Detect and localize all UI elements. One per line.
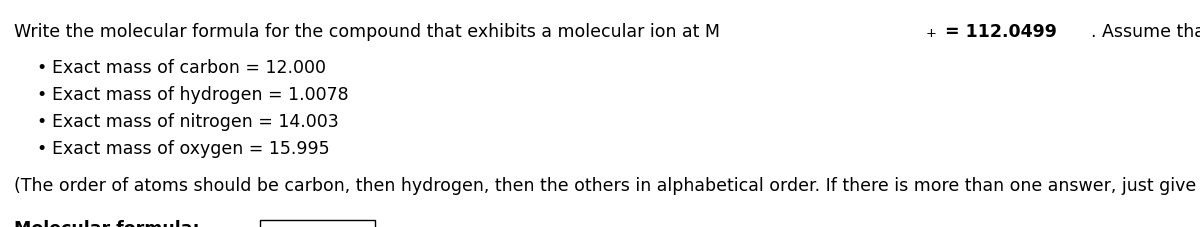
- Text: •: •: [36, 113, 47, 131]
- Text: = 112.0499: = 112.0499: [940, 23, 1057, 41]
- Text: Exact mass of oxygen = 15.995: Exact mass of oxygen = 15.995: [52, 140, 329, 158]
- Text: Exact mass of carbon = 12.000: Exact mass of carbon = 12.000: [52, 59, 325, 77]
- Text: Exact mass of nitrogen = 14.003: Exact mass of nitrogen = 14.003: [52, 113, 338, 131]
- Text: +: +: [925, 27, 936, 40]
- Text: Exact mass of hydrogen = 1.0078: Exact mass of hydrogen = 1.0078: [52, 86, 348, 104]
- Text: •: •: [36, 140, 47, 158]
- Text: Molecular formula:: Molecular formula:: [14, 220, 200, 227]
- Text: (The order of atoms should be carbon, then hydrogen, then the others in alphabet: (The order of atoms should be carbon, th…: [14, 177, 1200, 195]
- Text: . Assume that C, H, N, and O might be present, and use the exact masses below:: . Assume that C, H, N, and O might be pr…: [1092, 23, 1200, 41]
- Text: Write the molecular formula for the compound that exhibits a molecular ion at M: Write the molecular formula for the comp…: [14, 23, 720, 41]
- FancyBboxPatch shape: [260, 220, 374, 227]
- Text: •: •: [36, 86, 47, 104]
- Text: •: •: [36, 59, 47, 77]
